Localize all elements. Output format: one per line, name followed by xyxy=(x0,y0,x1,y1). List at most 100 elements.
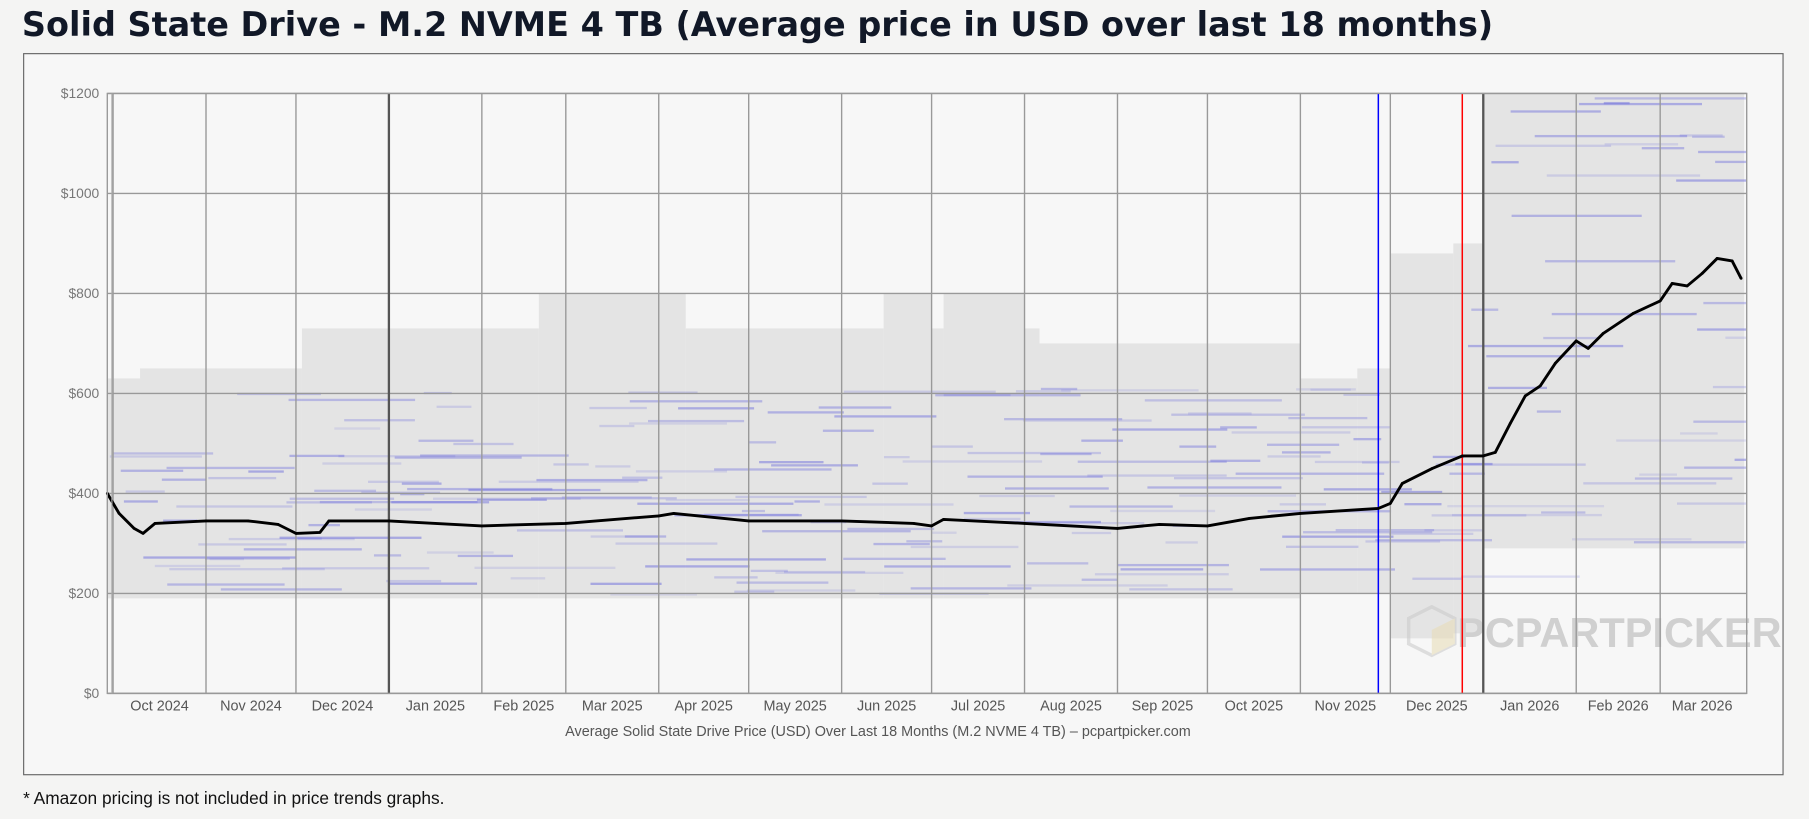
price-range-band xyxy=(883,293,932,599)
average-price-point xyxy=(294,532,298,535)
listing-price-line xyxy=(622,476,663,479)
listing-price-line xyxy=(1285,545,1359,548)
listing-price-line xyxy=(648,419,745,423)
listing-price-line xyxy=(394,456,522,459)
listing-price-line xyxy=(453,442,514,446)
listing-price-line xyxy=(1633,541,1747,544)
listing-price-line xyxy=(1734,458,1747,461)
listing-price-line xyxy=(1510,110,1601,113)
listing-price-line xyxy=(279,536,422,539)
listing-price-line xyxy=(1545,260,1676,263)
average-price-point xyxy=(1574,339,1578,343)
listing-price-line xyxy=(1040,387,1078,391)
listing-price-line xyxy=(208,476,277,480)
listing-price-line xyxy=(297,537,322,540)
listing-price-line xyxy=(1296,388,1356,391)
listing-price-line xyxy=(935,394,1081,397)
listing-price-line xyxy=(822,429,874,432)
x-tick-label: Jul 2025 xyxy=(951,699,1005,715)
listing-price-line xyxy=(1040,452,1092,456)
listing-price-line xyxy=(979,494,1055,498)
listing-price-line xyxy=(759,461,824,464)
average-price-point xyxy=(246,519,250,523)
listing-price-line xyxy=(1703,301,1747,305)
listing-price-line xyxy=(426,551,494,554)
listing-price-line xyxy=(884,565,1011,568)
listing-price-line xyxy=(373,554,402,557)
average-price-point xyxy=(1376,507,1380,510)
listing-price-line xyxy=(1488,386,1548,390)
listing-price-line xyxy=(334,427,381,430)
listing-price-line xyxy=(531,497,677,500)
price-range-band xyxy=(1390,253,1454,639)
listing-price-line xyxy=(1335,528,1435,532)
average-price-point xyxy=(141,532,145,535)
listing-price-line xyxy=(645,565,750,568)
listing-price-line xyxy=(883,455,910,459)
listing-price-line xyxy=(289,454,345,458)
average-price-point xyxy=(1460,454,1464,458)
listing-price-line xyxy=(468,488,601,492)
listing-price-line xyxy=(1015,390,1071,393)
listing-price-line xyxy=(590,582,662,585)
listing-price-line xyxy=(1081,578,1118,581)
price-range-band xyxy=(943,293,1025,599)
listing-price-line xyxy=(1235,472,1385,475)
average-price-point xyxy=(1685,284,1689,288)
page-title: Solid State Drive - M.2 NVME 4 TB (Avera… xyxy=(21,4,1494,44)
listing-price-line xyxy=(125,490,165,493)
listing-price-line xyxy=(843,557,946,560)
x-tick-label: Feb 2026 xyxy=(1588,699,1649,715)
listing-price-line xyxy=(1314,460,1400,464)
listing-price-line xyxy=(1541,511,1586,514)
price-range-band xyxy=(685,328,884,599)
listing-price-line xyxy=(910,587,1032,590)
listing-price-line xyxy=(1471,308,1499,311)
listing-price-line xyxy=(775,571,904,575)
average-price-point xyxy=(1523,394,1527,398)
listing-price-line xyxy=(368,480,439,483)
listing-price-line xyxy=(1210,459,1261,462)
listing-price-line xyxy=(1231,431,1351,434)
listing-price-line xyxy=(1165,541,1198,544)
x-tick-label: Dec 2025 xyxy=(1406,699,1468,715)
price-chart: PCPARTPICKER $0 $200 $400 $600 $800 $1000 $120… xyxy=(61,85,1782,740)
average-price-point xyxy=(1670,282,1674,285)
listing-price-line xyxy=(834,415,937,418)
listing-price-line xyxy=(610,593,697,596)
listing-price-line xyxy=(1004,418,1123,421)
listing-price-line xyxy=(818,406,892,409)
listing-price-line xyxy=(407,487,553,491)
listing-price-line xyxy=(872,482,908,485)
listing-price-line xyxy=(1634,477,1733,480)
listing-price-line xyxy=(228,537,355,541)
listing-price-line xyxy=(1495,144,1612,147)
listing-price-line xyxy=(1267,455,1321,458)
listing-price-line xyxy=(282,567,430,570)
listing-price-line xyxy=(1412,577,1463,580)
average-price-point xyxy=(840,519,844,523)
listing-price-line xyxy=(536,478,648,482)
average-price-point xyxy=(1739,277,1743,280)
listing-price-line xyxy=(1546,174,1701,177)
average-price-point xyxy=(747,519,751,523)
watermark-text: PCPARTPICKER xyxy=(1457,609,1781,656)
listing-price-line xyxy=(1603,101,1630,105)
listing-price-line xyxy=(1129,588,1233,591)
price-range-band xyxy=(1300,378,1358,594)
listing-price-line xyxy=(476,498,547,501)
x-tick-label: May 2025 xyxy=(764,699,827,715)
listing-price-line xyxy=(344,419,415,422)
average-price-point xyxy=(204,519,208,523)
average-price-point xyxy=(327,519,331,523)
listing-price-line xyxy=(714,468,832,471)
listing-price-line xyxy=(847,527,935,531)
listing-price-line xyxy=(714,576,758,579)
x-tick-label: Feb 2025 xyxy=(493,699,554,715)
price-range-band xyxy=(1483,93,1745,549)
average-price-point xyxy=(1023,522,1026,525)
price-range-band xyxy=(1453,243,1484,634)
listing-price-line xyxy=(1447,505,1605,508)
listing-price-line xyxy=(288,398,416,402)
listing-price-line xyxy=(161,478,207,481)
